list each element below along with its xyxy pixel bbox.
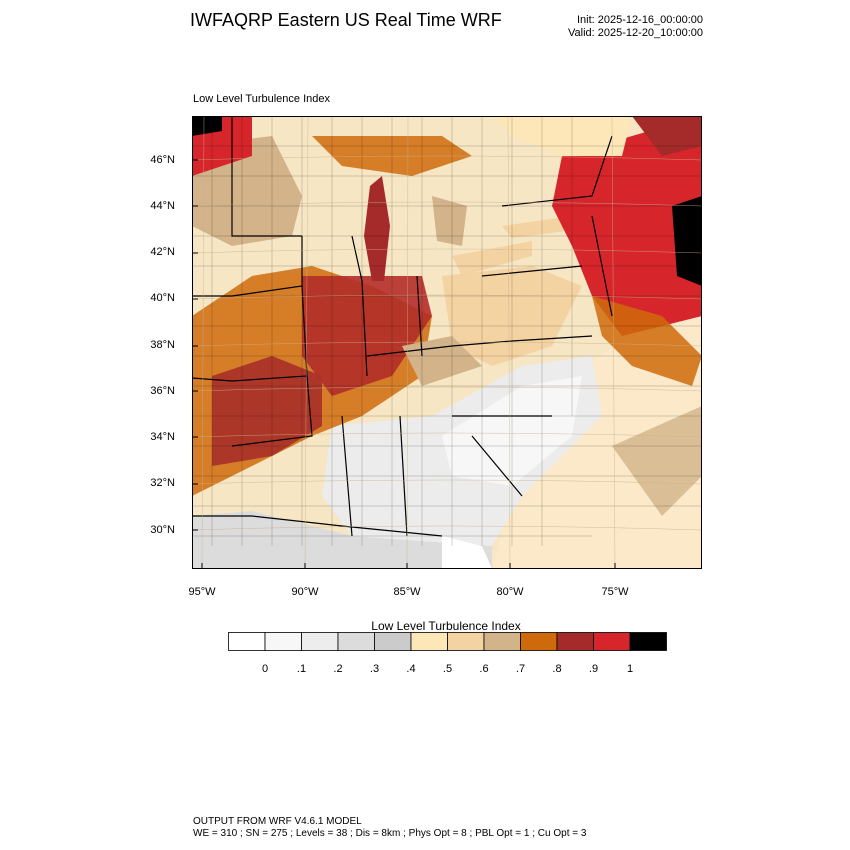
colorbar-tick-label: .5 — [442, 663, 453, 675]
gulf-of-mexico — [192, 511, 492, 569]
colorbar-tick-label: .3 — [369, 663, 380, 675]
colorbar-swatch — [483, 632, 521, 651]
lat-label-44: 44°N — [150, 200, 175, 212]
colorbar-swatch — [447, 632, 485, 651]
lat-label-40: 40°N — [150, 292, 175, 304]
northwest-black-corner — [192, 116, 222, 136]
colorbar-swatch — [520, 632, 558, 651]
colorbar-tick-label: .2 — [333, 663, 343, 675]
colorbar-title: Low Level Turbulence Index — [371, 619, 521, 633]
florida-panhandle — [442, 536, 492, 569]
colorbar-tick-label: .9 — [588, 663, 599, 675]
colorbar — [228, 632, 667, 651]
colorbar-swatch — [593, 632, 631, 651]
map-border — [192, 116, 702, 569]
footer-config: WE = 310 ; SN = 275 ; Levels = 38 ; Dis … — [193, 828, 587, 839]
colorbar-tick-label: .6 — [479, 663, 489, 675]
gulf-of-maine-black — [672, 196, 702, 286]
colorbar-swatch — [228, 632, 266, 651]
lat-label-32: 32°N — [150, 477, 175, 489]
county-lines — [192, 116, 702, 546]
offshore-band — [612, 406, 702, 516]
lon-label-80: 80°W — [496, 586, 524, 598]
lat-label-34: 34°N — [150, 431, 175, 443]
colorbar-tick-label: .1 — [296, 663, 307, 675]
colorbar-tick-label: .7 — [515, 663, 526, 675]
colorbar-tick-label: 0 — [261, 663, 269, 675]
ohio-valley-red-region — [302, 276, 432, 396]
field-title: Low Level Turbulence Index — [193, 93, 330, 105]
colorbar-tick-label: .8 — [552, 663, 562, 675]
mid-atlantic-offshore — [592, 296, 702, 386]
axis-ticks — [192, 159, 616, 569]
colorbar-swatch — [556, 632, 594, 651]
run-times: Init: 2025-12-16_00:00:00 Valid: 2025-12… — [568, 14, 703, 40]
lon-label-85: 85°W — [393, 586, 421, 598]
lat-label-42: 42°N — [150, 246, 175, 258]
lat-label-36: 36°N — [150, 385, 175, 397]
colorbar-tick-label: 1 — [626, 663, 634, 675]
colorbar-swatch — [264, 632, 302, 651]
lat-label-38: 38°N — [150, 339, 175, 351]
turbulence-map — [192, 116, 702, 569]
colorbar-tick-label: .4 — [406, 663, 416, 675]
graticule — [192, 116, 702, 569]
colorbar-swatch — [337, 632, 375, 651]
northeast-red-region — [552, 116, 702, 336]
map-canvas — [192, 116, 702, 569]
colorbar-swatch — [629, 632, 667, 651]
lat-label-30: 30°N — [150, 524, 175, 536]
init-time: Init: 2025-12-16_00:00:00 — [577, 14, 703, 26]
lat-label-46: 46°N — [150, 154, 175, 166]
colorbar-swatch — [374, 632, 412, 651]
valid-time: Valid: 2025-12-20_10:00:00 — [568, 27, 703, 39]
lake-ontario — [502, 216, 572, 238]
lake-huron — [432, 196, 467, 246]
plot-title: IWFAQRP Eastern US Real Time WRF — [190, 10, 502, 30]
model-footer: OUTPUT FROM WRF V4.6.1 MODEL WE = 310 ; … — [193, 816, 586, 840]
lon-label-75: 75°W — [601, 586, 629, 598]
colorbar-swatch — [301, 632, 339, 651]
colorbar-swatch — [410, 632, 448, 651]
footer-model: OUTPUT FROM WRF V4.6.1 MODEL — [193, 816, 362, 827]
lon-label-95: 95°W — [188, 586, 216, 598]
lon-label-90: 90°W — [291, 586, 319, 598]
